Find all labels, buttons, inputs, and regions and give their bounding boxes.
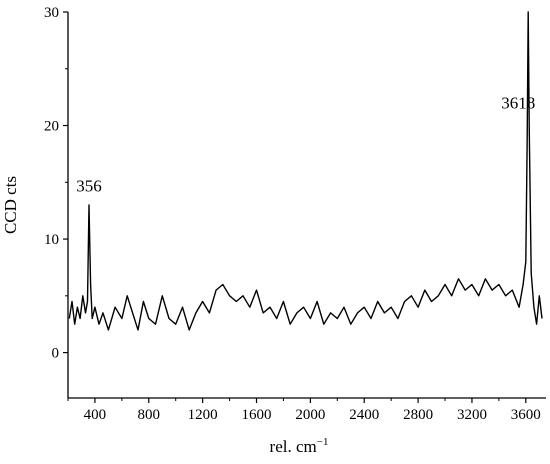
x-tick-label: 2400 — [349, 407, 379, 423]
x-tick-label: 1200 — [188, 407, 218, 423]
series-layer — [68, 11, 543, 331]
spectrum-line-0 — [68, 11, 543, 331]
peak-label-3618: 3618 — [501, 94, 535, 113]
x-tick-label: 2000 — [295, 407, 325, 423]
labels-layer: 356 3618 — [76, 94, 535, 196]
x-tick-label: 400 — [84, 407, 107, 423]
y-tick-label: 0 — [52, 346, 60, 362]
x-tick-label: 2800 — [403, 407, 433, 423]
y-tick-label: 30 — [44, 5, 59, 21]
y-axis-title: CCD cts — [1, 176, 20, 234]
x-axis-title-superscript: −1 — [317, 436, 329, 448]
peak-label-356: 356 — [76, 176, 102, 195]
x-tick-label: 800 — [138, 407, 161, 423]
x-tick-label: 1600 — [242, 407, 272, 423]
plot-axes: 0 10 20 30 400 800 1200 1600 2000 2400 2800 3200 360… — [44, 5, 546, 423]
x-tick-label: 3200 — [457, 407, 487, 423]
x-tick-label: 3600 — [511, 407, 541, 423]
y-tick-label: 10 — [44, 232, 59, 248]
x-axis-title-text: rel. cm — [270, 437, 317, 456]
x-axis-title: rel. cm−1 — [270, 436, 329, 456]
y-tick-label: 20 — [44, 119, 59, 135]
